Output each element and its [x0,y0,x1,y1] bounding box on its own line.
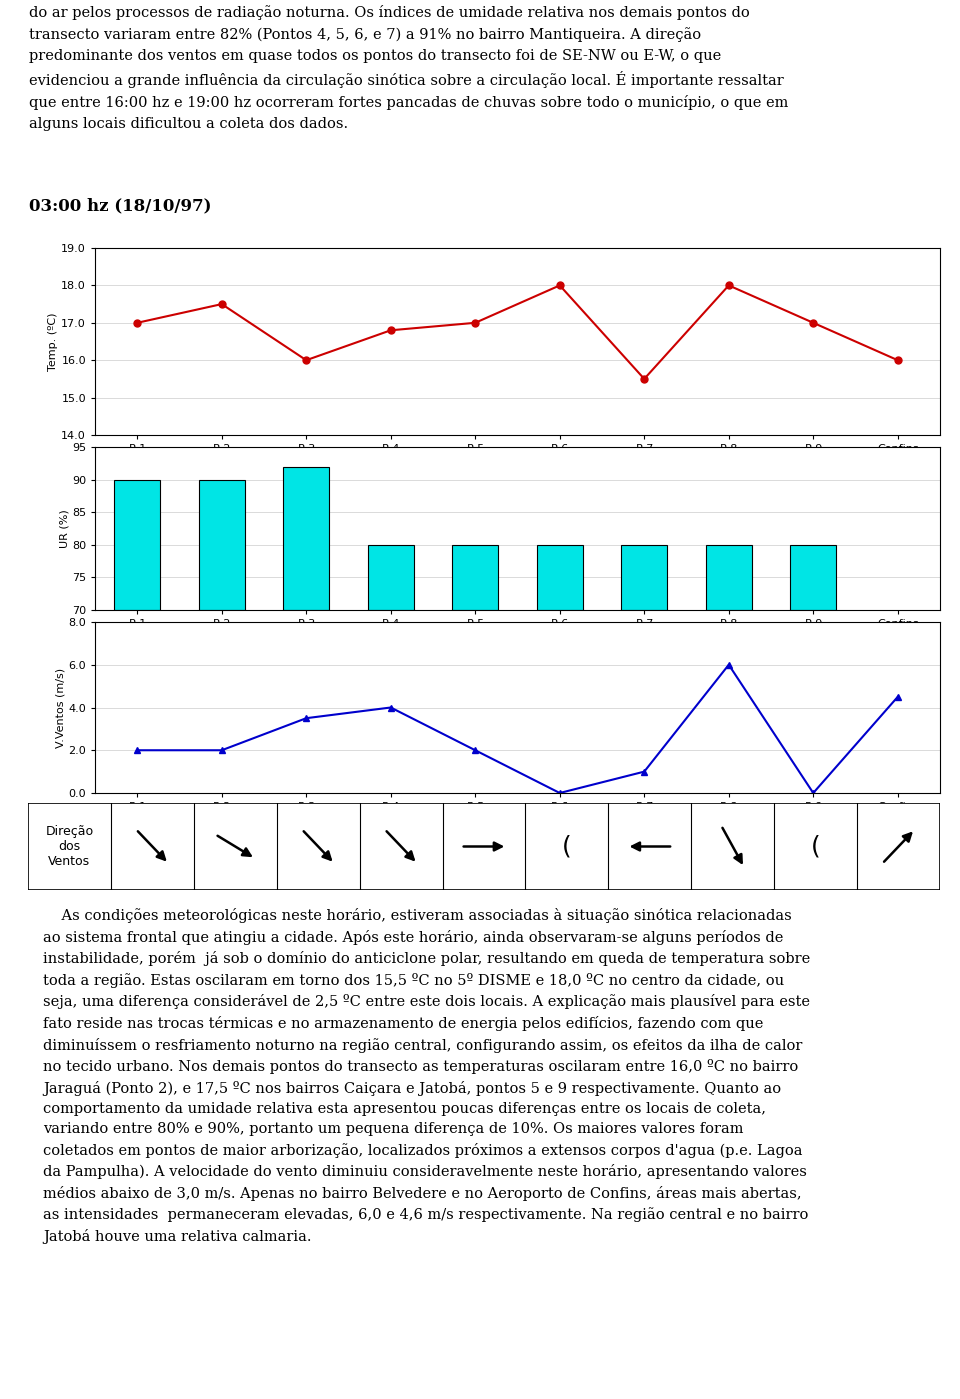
Y-axis label: Temp. (ºC): Temp. (ºC) [48,312,59,371]
Bar [452,544,498,610]
Bar [199,480,245,610]
Text: (: ( [811,834,821,859]
Text: As condições meteorológicas neste horário, estiveram associadas à situação sinót: As condições meteorológicas neste horári… [43,908,810,1244]
Text: Direção
dos
Ventos: Direção dos Ventos [45,825,93,867]
Bar [621,544,667,610]
Text: (: ( [562,834,572,859]
Y-axis label: V.Ventos (m/s): V.Ventos (m/s) [56,667,65,747]
Bar [114,480,160,610]
Bar [368,544,414,610]
Y-axis label: UR (%): UR (%) [60,509,69,548]
Bar [706,544,752,610]
Bar [537,544,583,610]
Text: 03:00 hz (18/10/97): 03:00 hz (18/10/97) [29,197,211,214]
Text: do ar pelos processos de radiação noturna. Os índices de umidade relativa nos de: do ar pelos processos de radiação noturn… [29,6,788,130]
Bar [790,544,836,610]
Bar [283,466,329,610]
